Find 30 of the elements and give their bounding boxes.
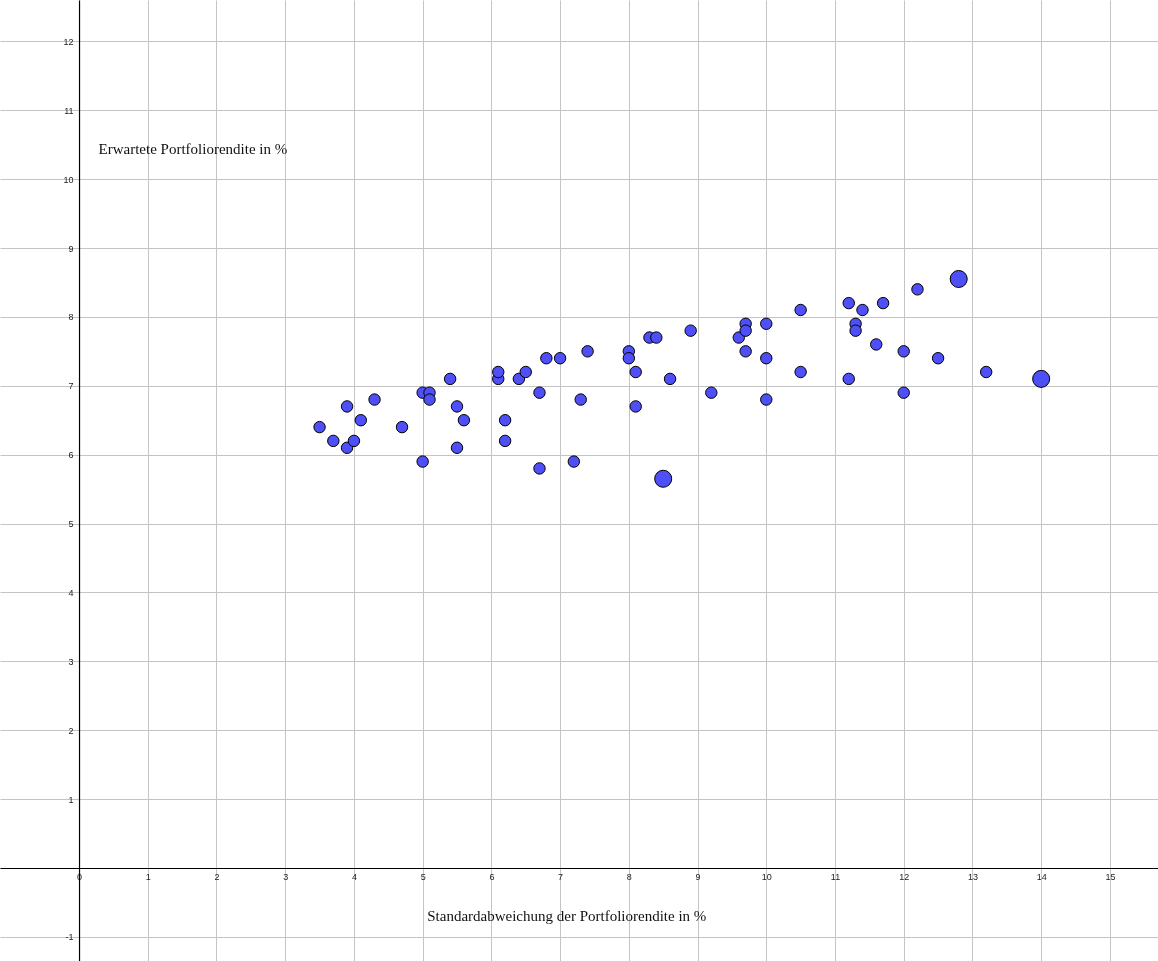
x-tick-label: 4 <box>351 871 357 882</box>
x-tick-label: 11 <box>830 871 841 882</box>
x-tick-label: 10 <box>761 871 772 882</box>
y-tick-label: 1 <box>68 794 74 805</box>
x-tick-label: 14 <box>1036 871 1047 882</box>
y-tick-label: -1 <box>65 932 74 943</box>
y-tick-label: 9 <box>68 243 74 254</box>
y-tick-label: 2 <box>68 725 74 736</box>
y-tick-label: 7 <box>68 381 74 392</box>
y-tick-label: 8 <box>68 312 74 323</box>
y-axis-title: Erwartete Portfoliorendite in % <box>98 140 288 157</box>
x-tick-label: 8 <box>626 871 632 882</box>
y-tick-label: 12 <box>63 36 74 47</box>
x-tick-label: 12 <box>899 871 910 882</box>
y-tick-label: 3 <box>68 656 74 667</box>
x-tick-label: 1 <box>145 871 151 882</box>
x-tick-label: 9 <box>695 871 701 882</box>
x-tick-label: 15 <box>1105 871 1116 882</box>
x-tick-label: 2 <box>214 871 220 882</box>
x-axis-title: Standardabweichung der Portfoliorendite in % <box>427 907 707 924</box>
y-tick-label: 6 <box>68 450 74 461</box>
x-tick-label: 6 <box>489 871 495 882</box>
y-tick-label: 11 <box>64 105 74 116</box>
x-tick-label: 7 <box>558 871 564 882</box>
y-tick-label: 5 <box>68 519 74 530</box>
x-tick-label: 5 <box>420 871 426 882</box>
x-tick-label: 13 <box>967 871 978 882</box>
y-tick-label: 4 <box>68 587 74 598</box>
x-tick-label: 3 <box>283 871 289 882</box>
y-tick-label: 10 <box>63 174 74 185</box>
